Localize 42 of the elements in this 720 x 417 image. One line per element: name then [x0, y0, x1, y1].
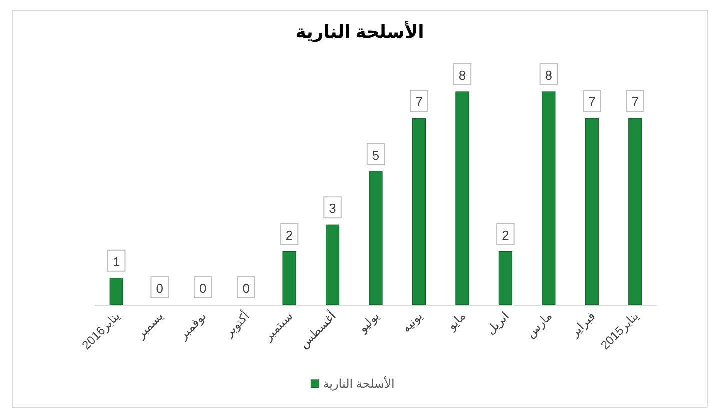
- x-tick-label: يناير2016: [79, 309, 123, 353]
- x-tick-label: سبتمبر: [261, 309, 296, 344]
- data-label: 0: [194, 276, 212, 298]
- data-label: 0: [237, 276, 256, 298]
- data-label: 5: [366, 143, 386, 166]
- x-tick-label: أغسطس: [296, 309, 339, 352]
- data-label: 7: [626, 90, 644, 112]
- data-label: 5: [372, 148, 380, 163]
- data-label: 8: [453, 64, 472, 86]
- data-label: 7: [410, 90, 428, 112]
- x-tick-label: فبراير: [568, 309, 598, 340]
- data-label: 7: [588, 94, 596, 110]
- data-label: 8: [458, 68, 466, 83]
- data-label: 1: [113, 254, 120, 270]
- x-tick-label: أكتوبر: [222, 309, 252, 340]
- data-label: 0: [150, 276, 169, 298]
- data-label: 7: [583, 90, 602, 112]
- x-tick-label: يسمبر: [134, 309, 166, 342]
- x-tick-label: يوليو: [356, 309, 382, 336]
- data-label: 3: [329, 201, 336, 216]
- x-tick-label: ابريل: [484, 309, 512, 338]
- legend: الأسلحة النارية: [310, 377, 395, 391]
- data-label: 8: [540, 64, 558, 86]
- x-tick-label: نوفمبر: [176, 309, 210, 342]
- data-label: 2: [280, 223, 299, 246]
- data-label: 0: [199, 281, 207, 296]
- data-label: 3: [324, 196, 342, 219]
- data-label: 0: [242, 281, 250, 296]
- legend-label: الأسلحة النارية: [323, 376, 395, 391]
- data-label: 1: [108, 250, 126, 272]
- data-label: 7: [416, 94, 423, 110]
- data-label: 0: [156, 281, 164, 296]
- data-label: 2: [286, 228, 294, 243]
- x-tick-label: مايو: [444, 309, 469, 333]
- data-label: 7: [632, 94, 639, 110]
- x-tick-label: يونيه: [399, 309, 426, 336]
- data-label: 8: [545, 68, 553, 83]
- title: الأسلحة النارية: [296, 22, 424, 42]
- data-label: 2: [496, 223, 515, 246]
- x-tick-label: مارس: [524, 309, 556, 341]
- x-tick-label: يناير2015: [598, 309, 642, 353]
- data-label: 2: [502, 228, 510, 243]
